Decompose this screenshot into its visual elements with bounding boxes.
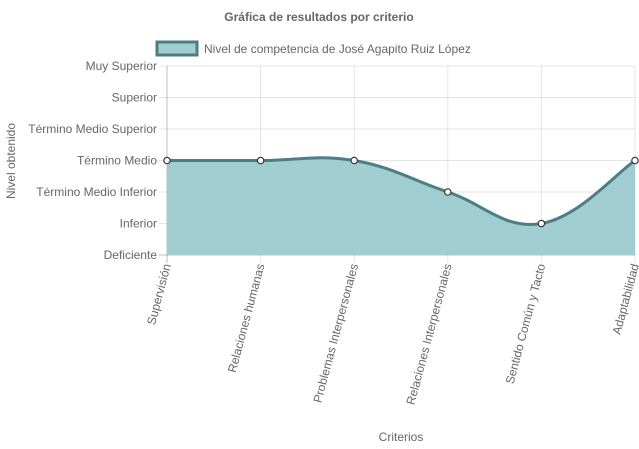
y-tick-label: Superior xyxy=(112,91,157,105)
y-tick-label: Término Medio Inferior xyxy=(36,185,157,199)
series-area-fill xyxy=(167,157,635,255)
plot-area xyxy=(167,156,636,255)
chart-title: Gráfica de resultados por criterio xyxy=(224,10,413,24)
data-point[interactable] xyxy=(443,188,452,196)
x-tick-label: Relaciones humanas xyxy=(225,262,268,374)
legend-label: Nivel de competencia de José Agapito Rui… xyxy=(204,42,471,56)
x-tick-label: Supervisión xyxy=(144,262,174,326)
y-tick-label: Muy Superior xyxy=(86,59,157,73)
y-axis-ticks: Deficiente Inferior Término Medio Inferior… xyxy=(28,59,157,262)
y-tick-label: Término Medio xyxy=(77,154,157,168)
x-tick-label: Problemas Interpersonales xyxy=(310,262,361,404)
x-tick-label: Sentido Común y Tacto xyxy=(503,262,549,386)
x-tick-label: Relaciones Interpersonales xyxy=(404,262,455,406)
data-point[interactable] xyxy=(631,156,639,165)
series-line xyxy=(167,156,636,226)
y-tick-label: Inferior xyxy=(120,217,157,231)
data-points xyxy=(163,156,639,228)
x-tick-label: Adaptabilidad xyxy=(610,262,639,336)
legend-swatch xyxy=(155,40,199,57)
data-point[interactable] xyxy=(163,156,171,165)
data-point[interactable] xyxy=(256,156,265,165)
data-point[interactable] xyxy=(537,219,546,228)
data-point[interactable] xyxy=(350,156,359,165)
legend[interactable]: Nivel de competencia de José Agapito Rui… xyxy=(155,40,471,57)
y-axis-title: Nivel obtenido xyxy=(4,123,18,199)
y-tick-label: Deficiente xyxy=(104,248,158,262)
y-tick-label: Término Medio Superior xyxy=(28,122,157,136)
x-axis-title: Criterios xyxy=(379,430,424,444)
x-axis-ticks: Supervisión Relaciones humanas Problemas I… xyxy=(144,262,639,406)
